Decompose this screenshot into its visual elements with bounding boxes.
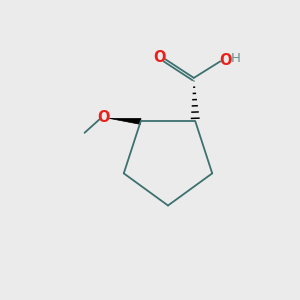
Polygon shape: [109, 118, 141, 124]
Text: H: H: [231, 52, 241, 65]
Text: O: O: [219, 53, 232, 68]
Text: O: O: [153, 50, 166, 65]
Text: O: O: [98, 110, 110, 125]
